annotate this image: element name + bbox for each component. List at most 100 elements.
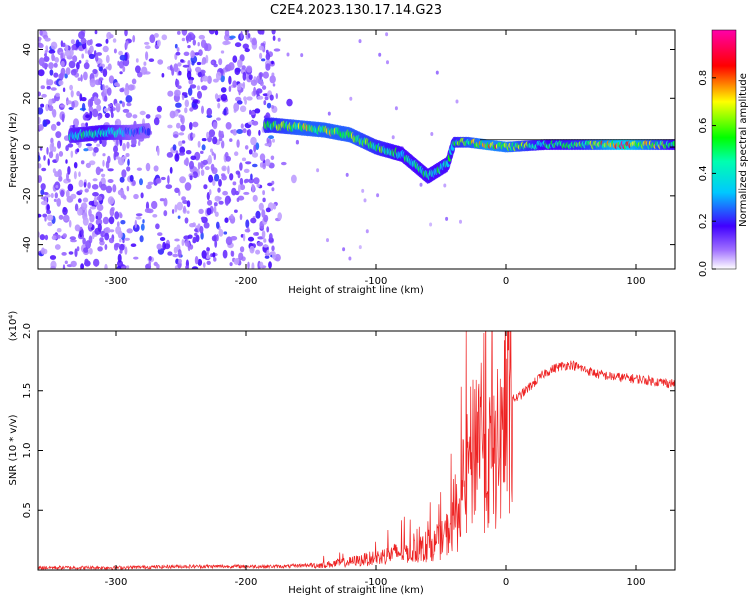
noise-speckle xyxy=(120,220,126,225)
noise-speckle xyxy=(113,151,117,161)
noise-speckle xyxy=(80,202,88,211)
noise-speckle xyxy=(230,214,234,219)
noise-speckle xyxy=(122,156,127,160)
noise-speckle xyxy=(185,150,192,155)
noise-speckle xyxy=(122,108,130,113)
noise-speckle xyxy=(206,260,211,265)
noise-speckle xyxy=(62,264,66,269)
noise-speckle xyxy=(245,161,252,165)
noise-speckle xyxy=(217,102,221,109)
noise-speckle xyxy=(211,235,217,242)
noise-speckle xyxy=(183,205,186,213)
noise-speckle xyxy=(179,146,186,154)
noise-speckle xyxy=(50,41,58,50)
noise-speckle xyxy=(173,246,178,254)
noise-speckle xyxy=(358,39,362,44)
noise-speckle xyxy=(129,174,134,182)
noise-speckle xyxy=(119,88,125,93)
noise-speckle xyxy=(210,148,213,153)
noise-speckle xyxy=(44,234,49,241)
noise-speckle xyxy=(77,208,83,216)
colorbar-tick-label: 0.8 xyxy=(698,70,709,86)
noise-speckle xyxy=(188,79,193,85)
noise-speckle xyxy=(82,197,89,203)
noise-speckle xyxy=(191,60,195,66)
noise-speckle xyxy=(46,209,52,215)
noise-speckle xyxy=(174,89,181,97)
noise-speckle xyxy=(253,144,257,153)
noise-speckle xyxy=(64,44,69,52)
noise-speckle xyxy=(244,179,247,184)
noise-speckle xyxy=(272,83,276,87)
noise-speckle xyxy=(101,173,106,178)
noise-speckle xyxy=(70,150,74,158)
noise-speckle xyxy=(262,197,266,203)
noise-speckle xyxy=(239,177,244,186)
noise-speckle xyxy=(53,146,57,152)
noise-speckle xyxy=(232,129,238,136)
noise-speckle xyxy=(206,107,213,117)
noise-speckle xyxy=(77,198,82,203)
noise-speckle xyxy=(183,51,190,56)
noise-speckle xyxy=(214,195,221,202)
noise-speckle xyxy=(174,238,180,242)
noise-speckle xyxy=(241,157,247,162)
noise-speckle xyxy=(228,85,232,92)
noise-speckle xyxy=(258,202,264,211)
noise-speckle xyxy=(114,82,120,87)
noise-speckle xyxy=(225,155,231,162)
noise-speckle xyxy=(51,235,58,240)
noise-speckle xyxy=(94,30,98,35)
noise-speckle xyxy=(55,185,59,189)
noise-speckle xyxy=(148,58,155,62)
noise-speckle xyxy=(94,79,102,86)
noise-speckle xyxy=(218,200,224,205)
noise-speckle xyxy=(268,135,274,140)
noise-speckle xyxy=(145,114,151,119)
noise-speckle xyxy=(271,187,275,192)
noise-speckle xyxy=(200,39,207,48)
noise-speckle xyxy=(250,217,257,224)
noise-speckle xyxy=(187,60,191,66)
noise-speckle xyxy=(153,165,159,172)
noise-speckle xyxy=(38,155,41,162)
noise-speckle xyxy=(83,181,87,188)
noise-speckle xyxy=(212,121,218,130)
noise-speckle xyxy=(365,229,369,234)
noise-speckle xyxy=(247,261,250,269)
noise-speckle xyxy=(95,166,101,176)
noise-speckle xyxy=(265,49,269,54)
noise-speckle xyxy=(70,260,77,268)
noise-speckle xyxy=(76,62,80,70)
noise-speckle xyxy=(121,101,125,108)
noise-speckle xyxy=(104,227,111,234)
noise-speckle xyxy=(141,66,148,75)
noise-speckle xyxy=(264,96,269,101)
noise-speckle xyxy=(206,131,210,139)
noise-speckle xyxy=(247,33,251,38)
noise-speckle xyxy=(58,80,64,86)
noise-speckle xyxy=(203,222,210,229)
noise-speckle xyxy=(47,221,53,227)
noise-speckle xyxy=(85,240,91,249)
noise-speckle xyxy=(63,214,70,222)
noise-speckle xyxy=(115,225,122,235)
page-title: C2E4.2023.130.17.14.G23 xyxy=(270,3,442,18)
noise-speckle xyxy=(202,159,208,166)
noise-speckle xyxy=(62,87,66,93)
noise-speckle xyxy=(68,220,72,228)
noise-speckle xyxy=(349,96,353,101)
noise-speckle xyxy=(167,251,173,256)
noise-speckle xyxy=(94,201,99,206)
noise-speckle xyxy=(133,193,139,200)
noise-speckle xyxy=(145,162,151,172)
colorbar: 0.0 0.2 0.4 0.6 0.8 Normalized spectral ampl… xyxy=(698,29,749,277)
noise-speckle xyxy=(177,30,181,35)
noise-speckle xyxy=(49,255,57,260)
noise-speckle xyxy=(126,102,132,107)
noise-speckle xyxy=(218,179,222,187)
x-tick-label: -300 xyxy=(105,577,128,588)
noise-speckle xyxy=(235,170,240,175)
noise-speckle xyxy=(94,259,98,267)
noise-speckle xyxy=(165,184,173,190)
